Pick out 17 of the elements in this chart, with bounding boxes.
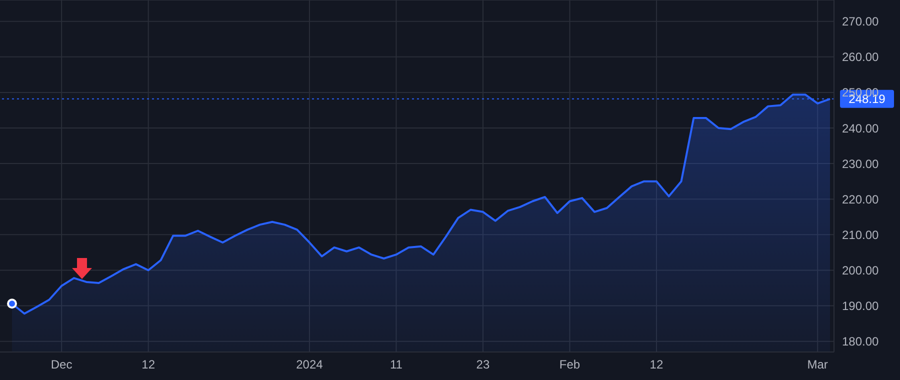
x-tick-label: 12	[650, 358, 664, 372]
y-tick-label: 210.00	[842, 228, 880, 242]
y-tick-label: 230.00	[842, 156, 880, 171]
x-tick-label: 12	[142, 358, 156, 372]
y-tick-label: 240.00	[842, 121, 880, 136]
y-tick-label: 200.00	[842, 263, 880, 278]
x-tick-label: 2024	[296, 358, 324, 372]
x-tick-label: Dec	[50, 358, 72, 372]
y-tick-label: 190.00	[842, 299, 880, 314]
x-tick-label: Mar	[807, 358, 828, 372]
x-tick-label: 11	[390, 358, 403, 372]
y-tick-label: 270.00	[842, 14, 880, 29]
x-tick-label: 23	[476, 358, 490, 372]
y-tick-label: 260.00	[842, 50, 880, 64]
x-tick-label: Feb	[559, 358, 580, 372]
y-tick-label: 220.00	[842, 192, 880, 206]
y-tick-label: 180.00	[842, 334, 880, 349]
